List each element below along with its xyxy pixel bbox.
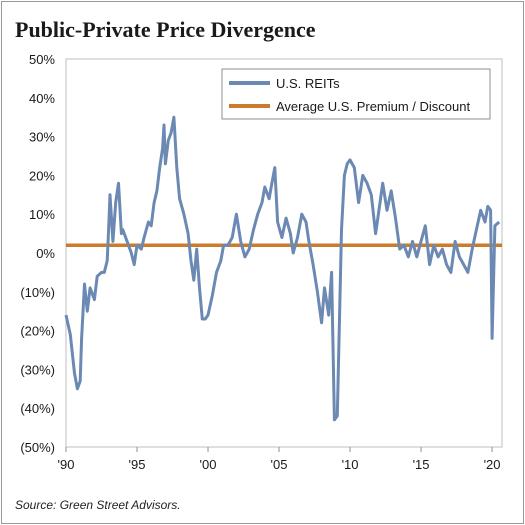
y-tick-label: (10%) [20, 285, 55, 300]
source-note: Source: Green Street Advisors. [15, 498, 181, 512]
y-tick-label: 20% [29, 168, 55, 183]
y-tick-label: (30%) [20, 362, 55, 377]
y-tick-label: 40% [29, 91, 55, 106]
x-tick-label: '05 [271, 457, 288, 472]
us-reits-line [64, 115, 501, 422]
x-tick-label: '95 [129, 457, 146, 472]
y-tick-label: (20%) [20, 324, 55, 339]
x-tick-label: '00 [200, 457, 217, 472]
chart-title: Public-Private Price Divergence [15, 17, 316, 42]
legend: U.S. REITs Average U.S. Premium / Discou… [221, 68, 491, 120]
x-axis: '90 '95 '00 '05 '10 '15 '20 [58, 447, 501, 472]
legend-box [221, 68, 491, 120]
y-axis: 50% 40% 30% 20% 10% 0% (10%) (20%) (30%) (40%) (50… [20, 52, 55, 455]
y-tick-label: 30% [29, 130, 55, 145]
x-tick-label: '10 [342, 457, 359, 472]
legend-label-average: Average U.S. Premium / Discount [276, 99, 470, 114]
y-tick-label: (40%) [20, 401, 55, 416]
x-tick-label: '90 [58, 457, 75, 472]
y-tick-label: (50%) [20, 440, 55, 455]
y-tick-label: 50% [29, 52, 55, 67]
plot-area [65, 58, 503, 448]
x-tick-label: '15 [413, 457, 430, 472]
legend-label-us-reits: U.S. REITs [276, 76, 340, 91]
y-tick-label: 0% [36, 246, 55, 261]
y-tick-label: 10% [29, 207, 55, 222]
x-tick-label: '20 [484, 457, 501, 472]
